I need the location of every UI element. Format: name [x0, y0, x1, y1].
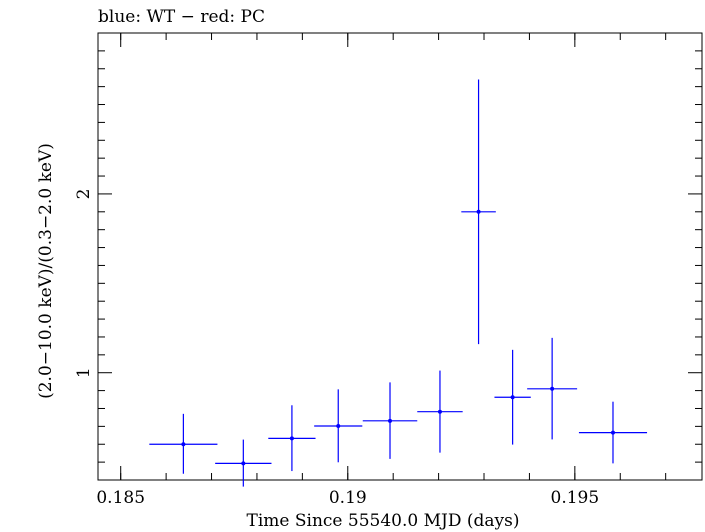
- minor-ticks: [98, 33, 702, 480]
- y-tick-label: 1: [74, 367, 94, 378]
- y-axis-label: (2.0−10.0 keV)/(0.3−2.0 keV): [36, 143, 56, 399]
- data-point: [417, 370, 463, 453]
- data-point: [461, 79, 496, 345]
- data-marker: [610, 430, 615, 435]
- x-axis-label: Time Since 55540.0 MJD (days): [247, 511, 520, 531]
- data-point: [215, 439, 272, 487]
- data-marker: [437, 409, 442, 414]
- data-marker: [181, 442, 186, 447]
- data-marker: [510, 395, 515, 400]
- data-marker: [289, 436, 294, 441]
- data-marker: [388, 418, 393, 423]
- y-tick-labels: 12: [74, 189, 94, 379]
- data-point: [527, 337, 578, 440]
- data-point: [494, 349, 531, 445]
- data-point: [149, 413, 218, 474]
- x-tick-label: 0.195: [551, 488, 600, 508]
- data-point: [268, 405, 316, 472]
- data-point: [578, 401, 648, 464]
- x-tick-label: 0.19: [329, 488, 367, 508]
- data-point: [362, 382, 418, 459]
- chart-title: blue: WT − red: PC: [98, 7, 265, 27]
- x-tick-label: 0.185: [96, 488, 145, 508]
- data-point: [314, 389, 363, 463]
- data-marker: [336, 424, 341, 429]
- data-marker: [550, 386, 555, 391]
- data-marker: [241, 461, 246, 466]
- plot-frame: [97, 32, 703, 481]
- data-series: [149, 79, 648, 487]
- data-marker: [476, 209, 481, 214]
- y-tick-label: 2: [74, 189, 94, 200]
- x-tick-labels: 0.185 0.19 0.195: [96, 488, 599, 508]
- major-ticks: [98, 33, 702, 480]
